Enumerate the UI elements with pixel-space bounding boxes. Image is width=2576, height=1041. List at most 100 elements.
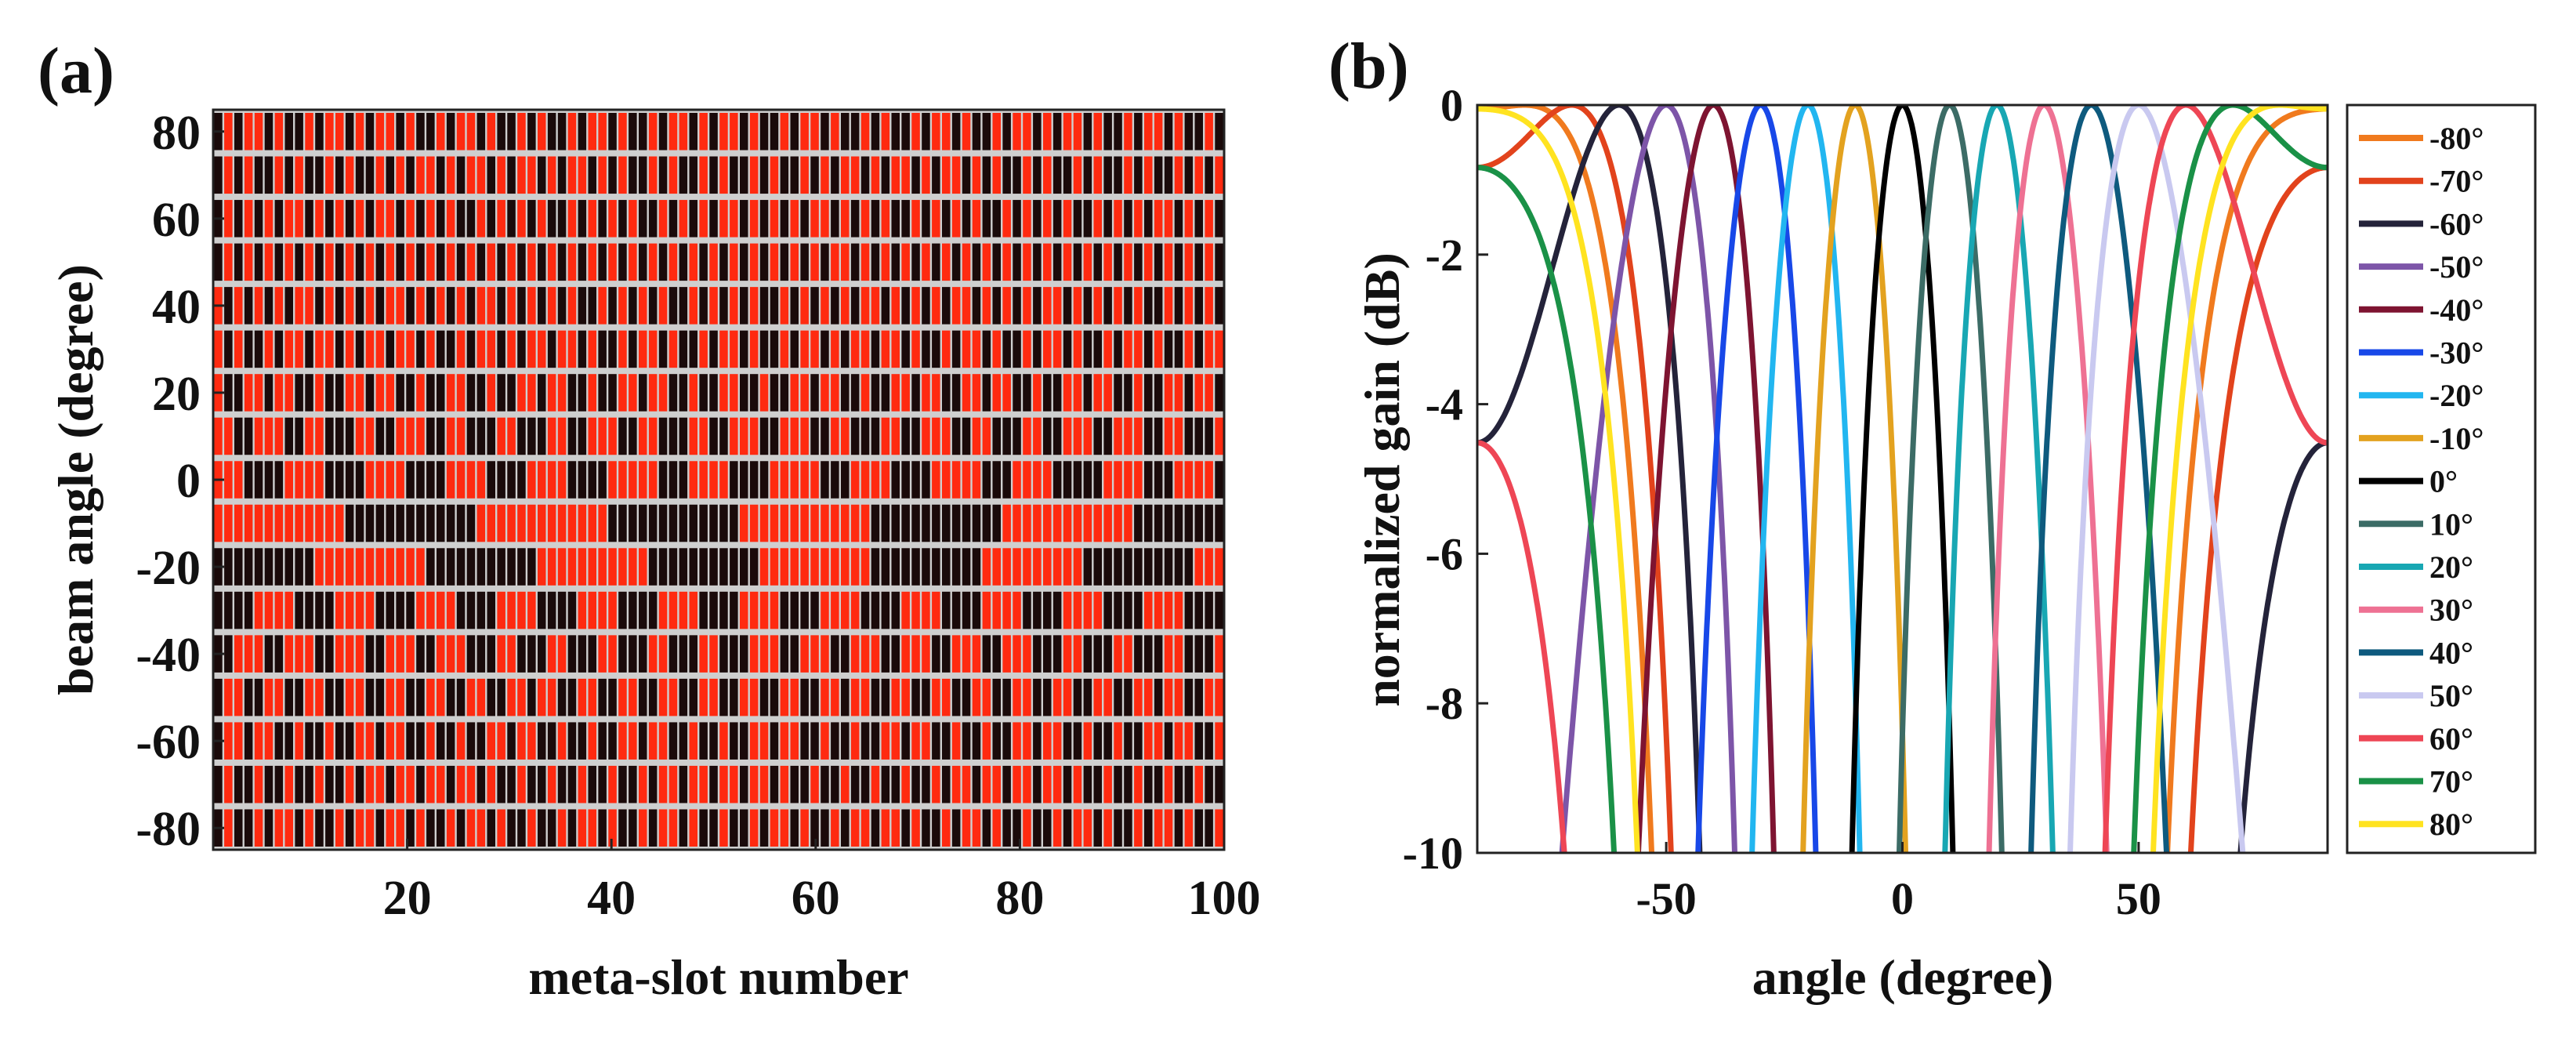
- heatmap-cell: [426, 374, 435, 412]
- heatmap-cell: [891, 548, 900, 586]
- heatmap-cell: [254, 722, 263, 760]
- heatmap-cell: [345, 417, 354, 455]
- heatmap-cell: [942, 113, 951, 151]
- heatmap-cell: [740, 678, 748, 716]
- heatmap-cell: [315, 809, 324, 847]
- heatmap-cell: [1124, 374, 1132, 412]
- heatmap-cell: [1002, 461, 1011, 499]
- heatmap-cell: [629, 548, 637, 586]
- heatmap-cell: [1205, 243, 1213, 281]
- heatmap-cell: [335, 765, 344, 803]
- heatmap-cell: [668, 809, 678, 847]
- heatmap-cell: [810, 374, 819, 412]
- heatmap-cell: [214, 504, 223, 542]
- heatmap-cell: [264, 722, 274, 760]
- heatmap-cell: [810, 156, 819, 194]
- heatmap-cell: [466, 635, 476, 673]
- heatmap-cell: [274, 113, 284, 151]
- heatmap-cell: [1002, 374, 1011, 412]
- heatmap-cell: [1164, 200, 1173, 238]
- heatmap-cell: [476, 287, 486, 325]
- heatmap-cell: [740, 722, 748, 760]
- heatmap-cell: [810, 243, 819, 281]
- heatmap-cell: [1174, 461, 1183, 499]
- heatmap-cell: [992, 678, 1001, 716]
- heatmap-cell: [375, 548, 385, 586]
- heatmap-cell: [578, 635, 587, 673]
- heatmap-cell: [629, 461, 637, 499]
- heatmap-cell: [821, 243, 829, 281]
- heatmap-cell: [557, 635, 567, 673]
- heatmap-cell: [557, 504, 567, 542]
- heatmap-cell: [790, 243, 799, 281]
- heatmap-cell: [527, 330, 536, 368]
- heatmap-cell: [608, 200, 617, 238]
- heatmap-cell: [497, 591, 505, 629]
- heatmap-cell: [841, 330, 850, 368]
- heatmap-cell: [871, 504, 880, 542]
- heatmap-cell: [1083, 330, 1092, 368]
- heatmap-cell: [416, 678, 425, 716]
- heatmap-cell: [224, 765, 233, 803]
- legend-label: -30°: [2429, 336, 2484, 371]
- heatmap-cell: [1184, 113, 1194, 151]
- heatmap-cell: [618, 374, 627, 412]
- heatmap-cell: [831, 809, 839, 847]
- heatmap-cell: [1205, 200, 1213, 238]
- heatmap-cell: [1053, 330, 1062, 368]
- heatmap-cell: [689, 330, 697, 368]
- heatmap-cell: [345, 591, 354, 629]
- heatmap-cell: [1002, 765, 1011, 803]
- heatmap-cell: [629, 417, 637, 455]
- heatmap-cell: [578, 417, 587, 455]
- heatmap-cell: [1063, 809, 1072, 847]
- heatmap-cell: [699, 374, 708, 412]
- heatmap-cell: [860, 200, 870, 238]
- heatmap-cell: [911, 765, 920, 803]
- heatmap-cell: [810, 765, 819, 803]
- heatmap-cell: [1215, 635, 1223, 673]
- heatmap-cell: [446, 678, 455, 716]
- heatmap-cell: [295, 287, 303, 325]
- heatmap-cell: [567, 461, 577, 499]
- heatmap-cell: [982, 722, 991, 760]
- heatmap-cell: [770, 243, 779, 281]
- heatmap-cell: [426, 722, 435, 760]
- heatmap-cell: [1043, 591, 1052, 629]
- heatmap-cell: [951, 765, 961, 803]
- heatmap-cell: [598, 678, 607, 716]
- heatmap-cell: [224, 635, 233, 673]
- heatmap-cell: [1164, 243, 1173, 281]
- heatmap-cell: [648, 156, 658, 194]
- heatmap-cell: [1144, 200, 1153, 238]
- heatmap-cell: [740, 243, 748, 281]
- heatmap-cell: [1184, 417, 1194, 455]
- heatmap-cell: [790, 461, 799, 499]
- heatmap-background: [213, 110, 1224, 850]
- heatmap-cell: [598, 591, 607, 629]
- heatmap-cell: [507, 504, 516, 542]
- heatmap-cell: [1063, 374, 1072, 412]
- heatmap-cell: [709, 200, 718, 238]
- heatmap-cell: [598, 287, 607, 325]
- heatmap-cell: [1093, 591, 1102, 629]
- heatmap-cell: [335, 635, 344, 673]
- heatmap-cell: [850, 635, 860, 673]
- heatmap-cell: [446, 374, 455, 412]
- heatmap-cell: [487, 548, 495, 586]
- heatmap-cell: [487, 591, 495, 629]
- heatmap-cell: [396, 243, 404, 281]
- heatmap-cell: [345, 374, 354, 412]
- heatmap-cell: [668, 287, 678, 325]
- heatmap-cell: [386, 591, 394, 629]
- heatmap-cell: [305, 548, 313, 586]
- heatmap-cell: [295, 374, 303, 412]
- heatmap-cell: [355, 330, 364, 368]
- heatmap-cell: [396, 722, 404, 760]
- heatmap-cell: [1043, 156, 1052, 194]
- plot-x-tick-label: -50: [1636, 873, 1696, 924]
- heatmap-cell: [305, 330, 313, 368]
- heatmap-cell: [759, 504, 769, 542]
- heatmap-cell: [679, 287, 688, 325]
- heatmap-cell: [831, 504, 839, 542]
